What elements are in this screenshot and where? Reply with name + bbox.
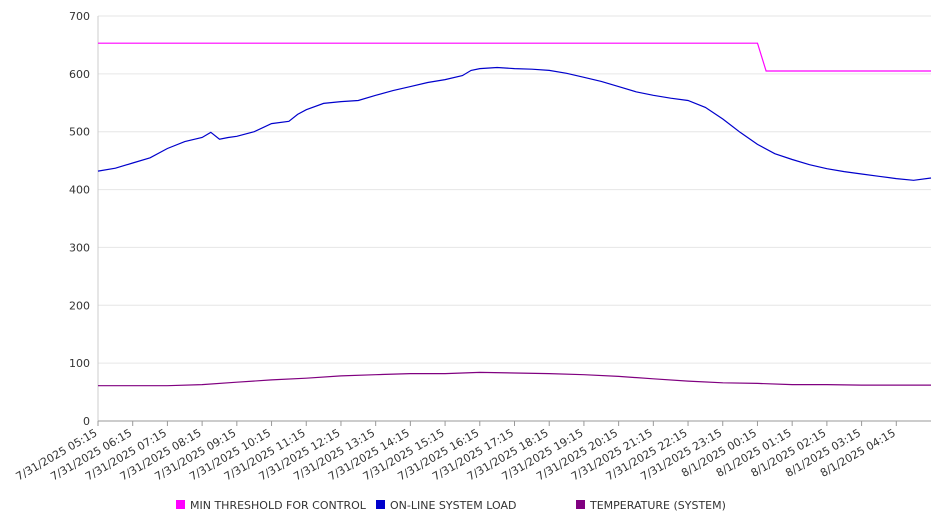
y-tick-label: 700 bbox=[69, 10, 90, 23]
legend-label: MIN THRESHOLD FOR CONTROL bbox=[190, 499, 367, 512]
legend-label: TEMPERATURE (SYSTEM) bbox=[589, 499, 726, 512]
y-tick-label: 0 bbox=[83, 415, 90, 428]
y-tick-label: 100 bbox=[69, 357, 90, 370]
y-tick-label: 300 bbox=[69, 241, 90, 254]
series-line-1 bbox=[98, 42, 931, 72]
legend-swatch bbox=[576, 500, 585, 509]
series-line-3 bbox=[98, 371, 931, 387]
y-tick-label: 400 bbox=[69, 184, 90, 197]
legend-swatch bbox=[176, 500, 185, 509]
y-tick-label: 500 bbox=[69, 126, 90, 139]
legend-swatch bbox=[376, 500, 385, 509]
series-line-2 bbox=[97, 66, 932, 181]
y-tick-label: 600 bbox=[69, 68, 90, 81]
legend-label: ON-LINE SYSTEM LOAD bbox=[390, 499, 516, 512]
y-tick-label: 200 bbox=[69, 299, 90, 312]
